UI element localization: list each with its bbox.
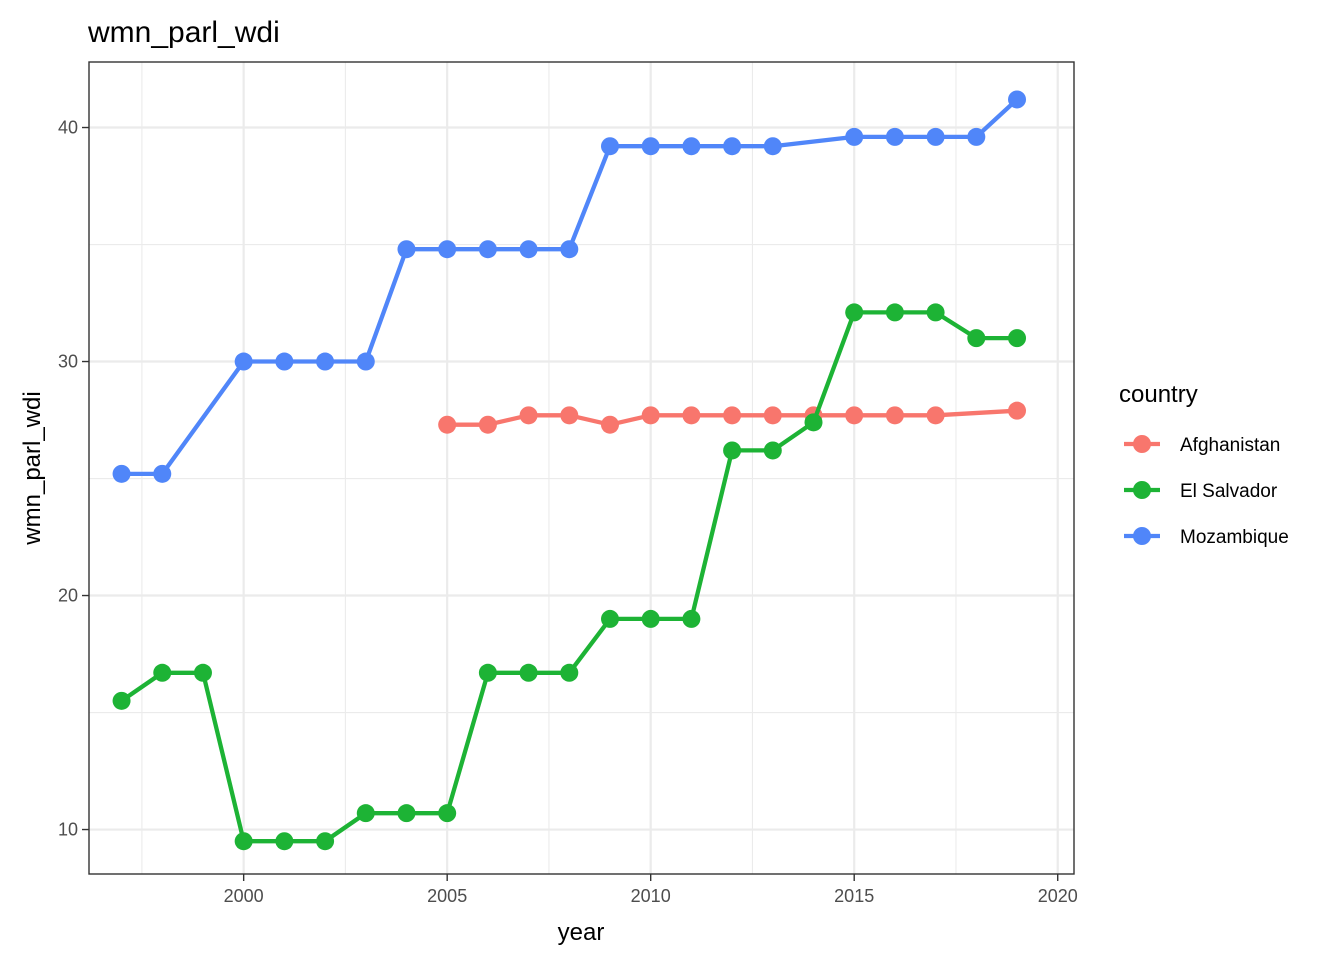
- data-point-el-salvador: [723, 441, 742, 460]
- data-point-mozambique: [641, 137, 660, 156]
- data-point-el-salvador: [641, 609, 660, 628]
- panel-border: [88, 61, 1075, 875]
- data-point-el-salvador: [600, 609, 619, 628]
- data-point-mozambique: [560, 240, 579, 259]
- data-point-afghanistan: [1008, 401, 1027, 420]
- data-point-el-salvador: [234, 832, 253, 851]
- y-axis-title: wmn_parl_wdi: [19, 391, 46, 545]
- data-point-el-salvador: [560, 663, 579, 682]
- data-point-mozambique: [153, 464, 172, 483]
- data-point-el-salvador: [438, 804, 457, 823]
- data-point-el-salvador: [967, 329, 986, 348]
- grid: [89, 62, 1074, 874]
- data-point-afghanistan: [600, 415, 619, 434]
- series-layer: [112, 90, 1027, 851]
- data-point-afghanistan: [926, 406, 945, 425]
- y-tick-label: 10: [58, 820, 78, 840]
- data-point-afghanistan: [560, 406, 579, 425]
- series-mozambique: [112, 90, 1027, 483]
- legend-title: country: [1119, 381, 1198, 408]
- data-point-afghanistan: [885, 406, 904, 425]
- data-point-el-salvador: [763, 441, 782, 460]
- data-point-el-salvador: [804, 413, 823, 432]
- data-point-afghanistan: [438, 415, 457, 434]
- data-point-mozambique: [438, 240, 457, 259]
- data-point-mozambique: [600, 137, 619, 156]
- legend-key-point: [1133, 527, 1151, 545]
- data-point-mozambique: [885, 127, 904, 146]
- data-point-el-salvador: [153, 663, 172, 682]
- x-tick-label: 2020: [1038, 886, 1078, 906]
- data-point-el-salvador: [397, 804, 416, 823]
- y-tick-label: 30: [58, 352, 78, 372]
- data-point-el-salvador: [845, 303, 864, 322]
- data-point-mozambique: [112, 464, 131, 483]
- y-tick-label: 20: [58, 586, 78, 606]
- series-afghanistan: [438, 401, 1027, 434]
- data-point-mozambique: [316, 352, 335, 371]
- data-point-mozambique: [356, 352, 375, 371]
- x-tick-label: 2000: [224, 886, 264, 906]
- x-axis-title: year: [558, 919, 605, 946]
- data-point-mozambique: [682, 137, 701, 156]
- data-point-mozambique: [1008, 90, 1027, 109]
- data-point-mozambique: [234, 352, 253, 371]
- data-point-afghanistan: [641, 406, 660, 425]
- data-point-afghanistan: [519, 406, 538, 425]
- legend-item-mozambique: Mozambique: [1124, 527, 1289, 548]
- data-point-mozambique: [967, 127, 986, 146]
- series-line-el-salvador: [120, 310, 1017, 844]
- legend-label: El Salvador: [1180, 481, 1278, 502]
- data-point-el-salvador: [193, 663, 212, 682]
- data-point-afghanistan: [723, 406, 742, 425]
- data-point-mozambique: [723, 137, 742, 156]
- legend-label: Afghanistan: [1180, 435, 1280, 456]
- data-point-el-salvador: [316, 832, 335, 851]
- data-point-mozambique: [845, 127, 864, 146]
- data-point-el-salvador: [275, 832, 294, 851]
- data-point-el-salvador: [885, 303, 904, 322]
- data-point-afghanistan: [478, 415, 497, 434]
- chart-title: wmn_parl_wdi: [87, 16, 280, 49]
- data-point-mozambique: [519, 240, 538, 259]
- data-point-el-salvador: [478, 663, 497, 682]
- axes: 2000 2005 2010 2015 2020 10 20 30 40: [58, 118, 1078, 906]
- x-tick-label: 2005: [427, 886, 467, 906]
- data-point-el-salvador: [682, 609, 701, 628]
- legend-key-point: [1133, 435, 1151, 453]
- data-point-el-salvador: [519, 663, 538, 682]
- data-point-el-salvador: [1008, 329, 1027, 348]
- data-point-el-salvador: [356, 804, 375, 823]
- data-point-afghanistan: [763, 406, 782, 425]
- legend: country Afghanistan El Salvador Mozambique: [1119, 381, 1289, 548]
- data-point-mozambique: [397, 240, 416, 259]
- data-point-mozambique: [275, 352, 294, 371]
- y-tick-label: 40: [58, 118, 78, 138]
- legend-item-el-salvador: El Salvador: [1124, 481, 1278, 502]
- legend-label: Mozambique: [1180, 527, 1289, 548]
- legend-key-point: [1133, 481, 1151, 499]
- series-el-salvador: [112, 303, 1027, 851]
- data-point-afghanistan: [845, 406, 864, 425]
- legend-item-afghanistan: Afghanistan: [1124, 435, 1280, 456]
- data-point-mozambique: [763, 137, 782, 156]
- x-tick-label: 2010: [631, 886, 671, 906]
- data-point-mozambique: [926, 127, 945, 146]
- data-point-el-salvador: [926, 303, 945, 322]
- data-point-el-salvador: [112, 691, 131, 710]
- data-point-afghanistan: [682, 406, 701, 425]
- x-tick-label: 2015: [834, 886, 874, 906]
- data-point-mozambique: [478, 240, 497, 259]
